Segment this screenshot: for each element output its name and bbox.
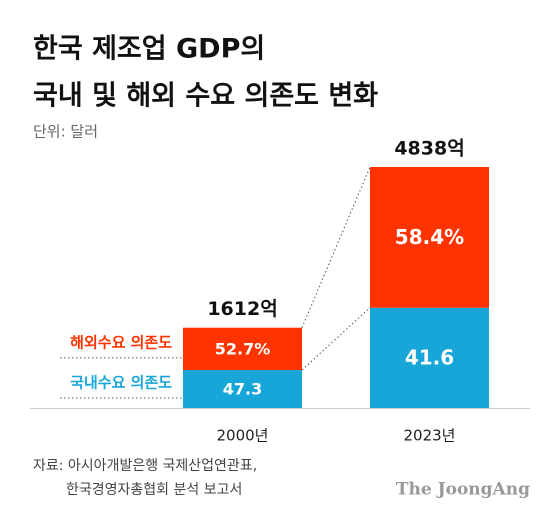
x-tick-label: 2000년 bbox=[217, 427, 269, 445]
source: 한국경영자총협회 분석 보고서 bbox=[66, 482, 242, 498]
chart-title: 국내 및 해외 수요 의존도 변화 bbox=[33, 81, 378, 112]
legend-label: 국내수요 의존도 bbox=[70, 374, 172, 392]
source: 자료: 아시아개발은행 국제산업연관표, bbox=[33, 458, 257, 474]
bar-segment bbox=[183, 327, 302, 371]
legend-label: 해외수요 의존도 bbox=[70, 333, 172, 351]
bar-segment bbox=[370, 167, 489, 308]
total-label: 4838억 bbox=[394, 138, 464, 160]
data-label: 52.7% bbox=[215, 339, 271, 358]
chart-title: 한국 제조업 GDP의 bbox=[33, 34, 265, 65]
total-label: 1612억 bbox=[207, 298, 277, 320]
bar-segment bbox=[370, 307, 489, 408]
connector bbox=[301, 166, 371, 328]
data-label: 47.3 bbox=[223, 380, 262, 399]
subtitle: 단위: 달러 bbox=[33, 123, 98, 141]
data-label: 41.6 bbox=[405, 345, 454, 369]
x-tick-label: 2023년 bbox=[404, 427, 456, 445]
brand: The JoongAng bbox=[396, 480, 530, 500]
data-label: 58.4% bbox=[395, 225, 464, 249]
connector bbox=[301, 307, 371, 371]
bar-segment bbox=[183, 370, 302, 408]
